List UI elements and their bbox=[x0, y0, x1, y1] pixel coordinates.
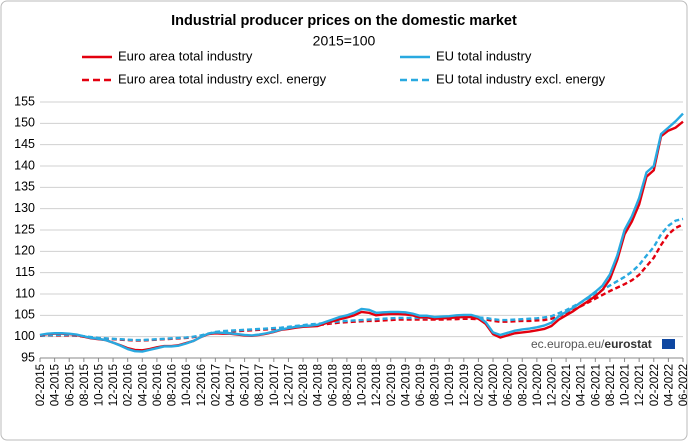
y-tick-label: 100 bbox=[14, 329, 35, 343]
x-tick-label: 08-2021 bbox=[605, 364, 617, 406]
source-brand: eurostat bbox=[604, 337, 651, 351]
legend-label: Euro area total industry excl. energy bbox=[118, 71, 327, 86]
series-line bbox=[39, 112, 684, 353]
x-tick-label: 06-2017 bbox=[240, 364, 252, 406]
x-tick-label: 02-2022 bbox=[649, 364, 661, 406]
x-tick-label: 06-2018 bbox=[327, 364, 339, 406]
x-tick-label: 10-2017 bbox=[269, 364, 281, 406]
source-note: ec.europa.eu/eurostat bbox=[531, 337, 675, 351]
x-tick-label: 10-2015 bbox=[93, 364, 105, 406]
x-tick-label: 04-2015 bbox=[50, 364, 62, 406]
x-tick-label: 04-2020 bbox=[488, 364, 500, 406]
x-tick-label: 02-2015 bbox=[35, 364, 47, 406]
legend-label: EU total industry bbox=[436, 48, 532, 63]
x-tick-label: 02-2019 bbox=[386, 364, 398, 406]
x-tick-label: 04-2018 bbox=[313, 364, 325, 406]
x-tick-label: 10-2020 bbox=[532, 364, 544, 406]
x-tick-label: 04-2019 bbox=[400, 364, 412, 406]
legend-label: EU total industry excl. energy bbox=[436, 71, 606, 86]
x-tick-label: 12-2020 bbox=[547, 364, 559, 406]
legend-item: EU total industry excl. energy bbox=[400, 71, 606, 86]
x-tick-label: 06-2019 bbox=[415, 364, 427, 406]
x-tick-label: 06-2016 bbox=[152, 364, 164, 406]
x-tick-label: 08-2019 bbox=[430, 364, 442, 406]
y-tick-label: 110 bbox=[15, 286, 35, 300]
y-tick-label: 140 bbox=[14, 158, 35, 172]
x-tick-label: 06-2021 bbox=[590, 364, 602, 406]
x-tick-label: 02-2021 bbox=[561, 364, 573, 406]
x-tick-label: 06-2022 bbox=[678, 364, 688, 406]
x-tick-label: 02-2020 bbox=[473, 364, 485, 406]
source-url: ec.europa.eu/ bbox=[531, 337, 605, 351]
legend-item: Euro area total industry excl. energy bbox=[82, 71, 327, 86]
x-tick-label: 12-2015 bbox=[108, 364, 120, 406]
x-tick-label: 04-2016 bbox=[137, 364, 149, 406]
x-tick-label: 04-2022 bbox=[663, 364, 675, 406]
x-tick-label: 08-2017 bbox=[254, 364, 266, 406]
x-tick-label: 06-2020 bbox=[503, 364, 515, 406]
x-tick-label: 10-2016 bbox=[181, 364, 193, 406]
y-tick-label: 115 bbox=[15, 265, 35, 279]
legend-item: Euro area total industry bbox=[82, 48, 253, 63]
x-tick-label: 06-2015 bbox=[64, 364, 76, 406]
x-tick-label: 10-2021 bbox=[620, 364, 632, 406]
y-tick-label: 95 bbox=[21, 350, 35, 364]
x-tick-label: 04-2021 bbox=[576, 364, 588, 406]
x-tick-label: 12-2016 bbox=[196, 364, 208, 406]
x-tick-label: 12-2017 bbox=[283, 364, 295, 406]
x-tick-label: 12-2019 bbox=[459, 364, 471, 406]
x-tick-label: 02-2018 bbox=[298, 364, 310, 406]
y-tick-label: 145 bbox=[14, 137, 35, 151]
x-tick-label: 10-2018 bbox=[357, 364, 369, 406]
x-tick-label: 08-2016 bbox=[167, 364, 179, 406]
y-tick-label: 155 bbox=[14, 94, 35, 108]
legend-label: Euro area total industry bbox=[118, 48, 253, 63]
x-tick-label: 10-2019 bbox=[444, 364, 456, 406]
x-tick-label: 12-2021 bbox=[634, 364, 646, 406]
legend-item: EU total industry bbox=[400, 48, 532, 63]
x-tick-label: 02-2017 bbox=[210, 364, 222, 406]
y-tick-label: 150 bbox=[14, 116, 35, 130]
y-tick-label: 120 bbox=[14, 244, 35, 258]
plot-area: 95 100 105 110 115 120 125 130 135 140 145 150 155 02… bbox=[14, 94, 688, 406]
chart-subtitle: 2015=100 bbox=[313, 33, 376, 49]
x-tick-label: 12-2018 bbox=[371, 364, 383, 406]
y-tick-label: 130 bbox=[14, 201, 35, 215]
x-tick-label: 08-2015 bbox=[79, 364, 91, 406]
x-tick-label: 08-2018 bbox=[342, 364, 354, 406]
chart-title: Industrial producer prices on the domest… bbox=[171, 13, 517, 29]
x-tick-label: 08-2020 bbox=[517, 364, 529, 406]
eu-flag bbox=[662, 339, 675, 349]
x-tick-label: 04-2017 bbox=[225, 364, 237, 406]
x-tick-label: 02-2016 bbox=[123, 364, 135, 406]
source-text: ec.europa.eu/eurostat bbox=[531, 337, 652, 351]
y-tick-label: 125 bbox=[14, 222, 35, 236]
y-tick-label: 135 bbox=[14, 180, 35, 194]
y-tick-label: 105 bbox=[14, 308, 35, 322]
